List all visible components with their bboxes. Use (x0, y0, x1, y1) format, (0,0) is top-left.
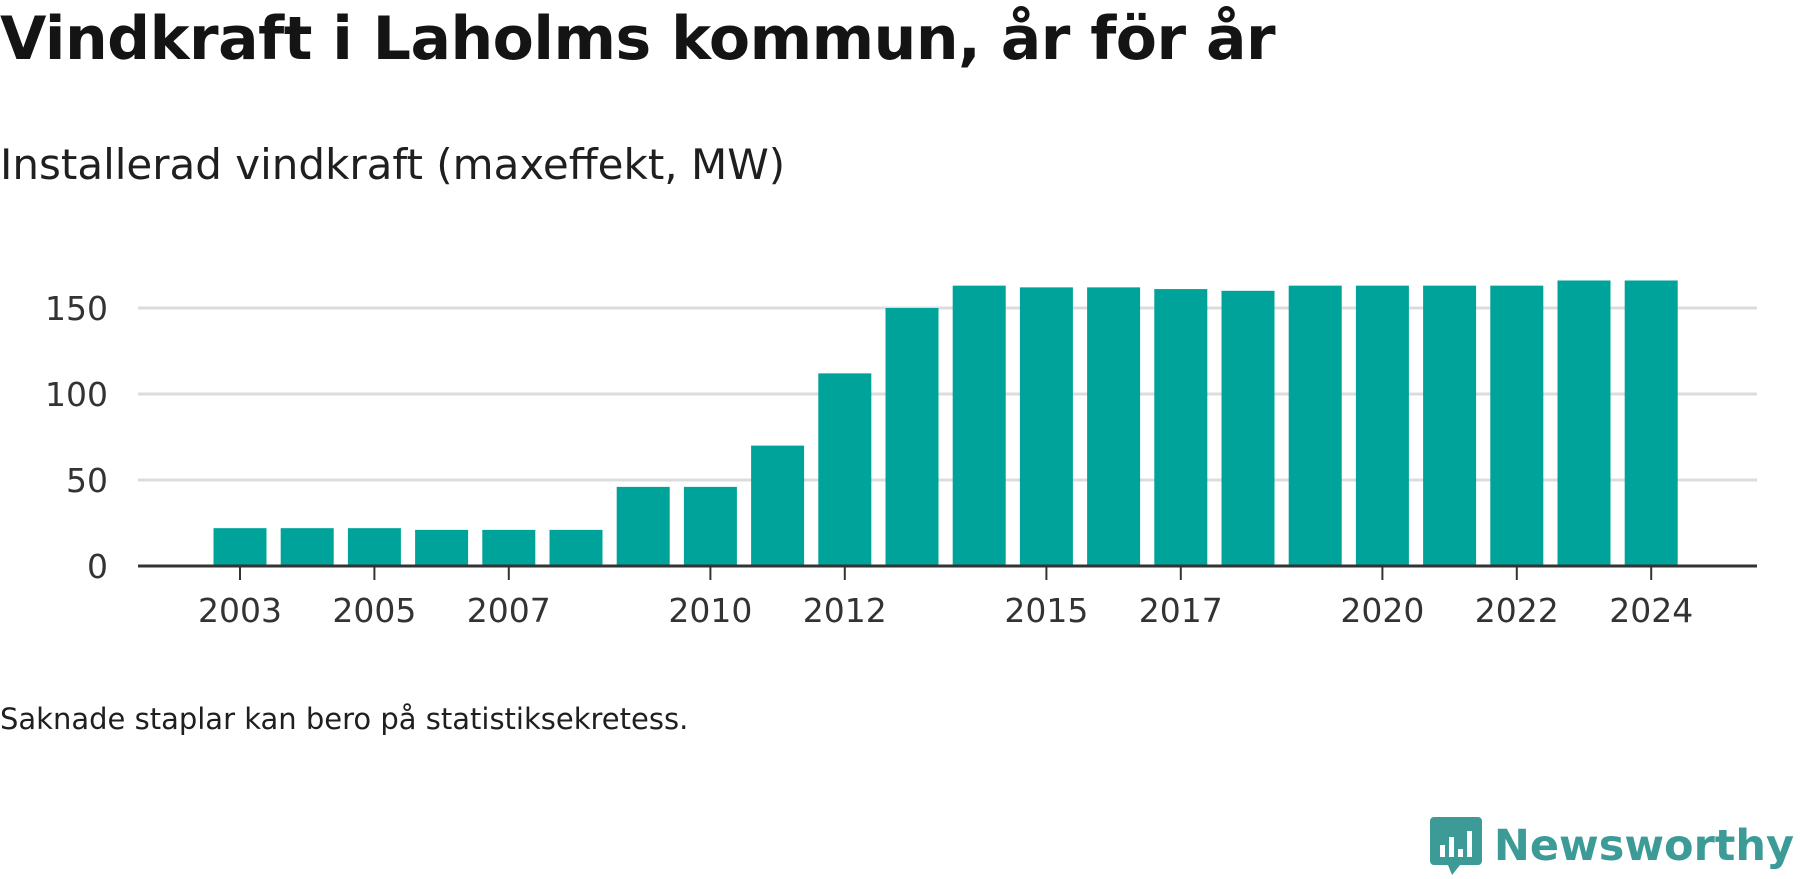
chart-subtitle: Installerad vindkraft (maxeffekt, MW) (0, 140, 786, 189)
y-tick-label: 0 (87, 547, 108, 586)
bar-2003 (213, 528, 267, 566)
y-axis-ticks: 0 50 100 150 (45, 289, 108, 586)
bar-2016 (1087, 287, 1141, 566)
bar-2024 (1624, 280, 1678, 566)
grid-lines (138, 306, 1757, 482)
brand-logo: Newsworthy (1428, 813, 1794, 879)
x-tick-label: 2017 (1139, 591, 1223, 630)
y-tick-label: 50 (66, 461, 108, 500)
x-tick-label: 2003 (198, 591, 282, 630)
x-tick-label: 2012 (803, 591, 887, 630)
bar-2010 (683, 486, 737, 566)
bar-2005 (347, 528, 401, 566)
bar-2004 (280, 528, 334, 566)
bar-2012 (818, 373, 872, 566)
bar-2022 (1490, 285, 1544, 566)
x-tick-label: 2015 (1004, 591, 1088, 630)
x-tick-label: 2005 (332, 591, 416, 630)
bar-2019 (1288, 285, 1342, 566)
x-axis: 2003 2005 2007 2010 2012 2015 2017 2020 2022 2024 (138, 564, 1757, 630)
chart-title: Vindkraft i Laholms kommun, år för år (0, 4, 1276, 74)
bars (213, 280, 1678, 566)
y-tick-label: 100 (45, 375, 108, 414)
bar-2021 (1423, 285, 1477, 566)
x-tick-label: 2022 (1475, 591, 1559, 630)
bar-2013 (885, 308, 939, 566)
bar-2006 (415, 529, 469, 566)
brand-name: Newsworthy (1493, 821, 1794, 871)
bar-2008 (549, 529, 603, 566)
bar-2007 (482, 529, 536, 566)
bar-2011 (751, 445, 805, 566)
bar-2023 (1557, 280, 1611, 566)
bar-2017 (1154, 289, 1208, 566)
x-tick-label: 2020 (1340, 591, 1424, 630)
x-tick-label: 2010 (668, 591, 752, 630)
footnote: Saknade staplar kan bero på statistiksek… (0, 702, 689, 736)
x-tick-label: 2007 (467, 591, 551, 630)
newsworthy-logo-icon (1429, 817, 1482, 875)
bar-2015 (1019, 287, 1073, 566)
bar-2020 (1355, 285, 1409, 566)
bar-2014 (952, 285, 1006, 566)
y-tick-label: 150 (45, 289, 108, 328)
x-tick-label: 2024 (1609, 591, 1693, 630)
bar-2018 (1221, 290, 1275, 566)
bar-2009 (616, 486, 670, 566)
